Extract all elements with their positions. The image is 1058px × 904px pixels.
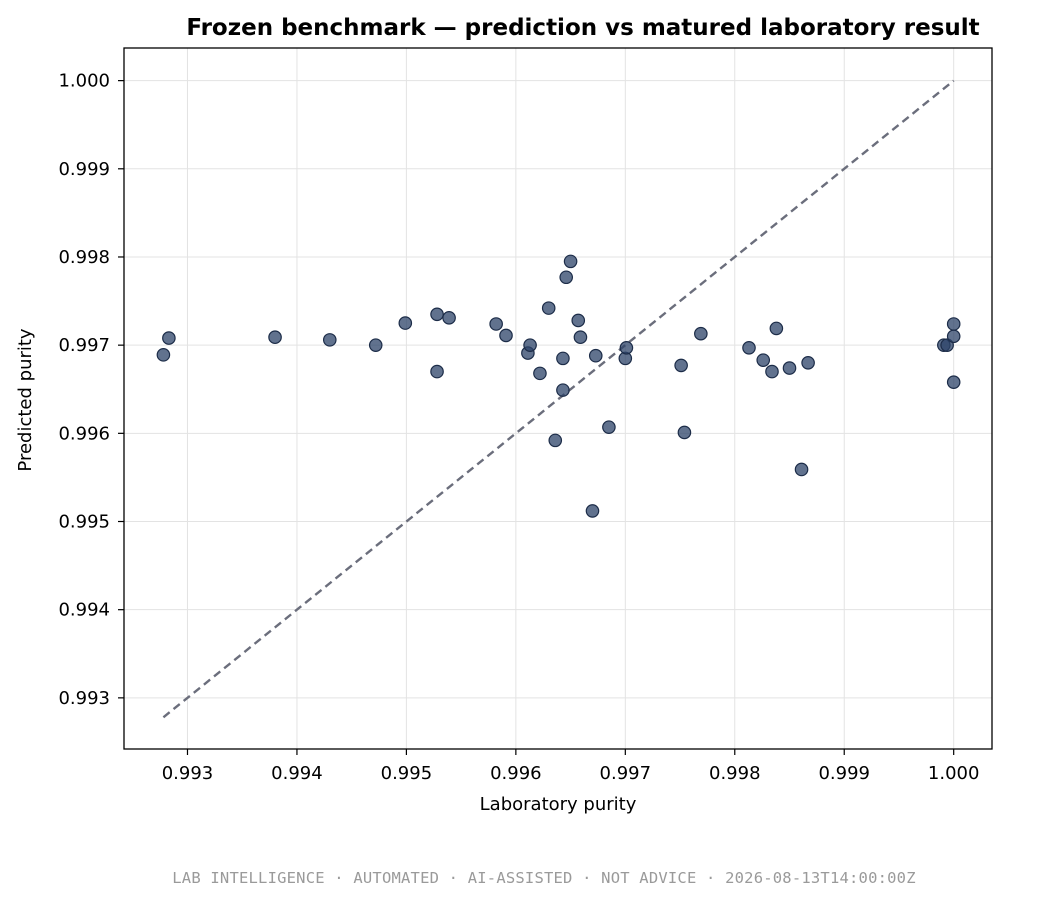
data-point bbox=[742, 340, 756, 355]
grid bbox=[124, 48, 992, 749]
data-point bbox=[563, 254, 578, 269]
data-point bbox=[694, 326, 708, 341]
data-point bbox=[588, 348, 603, 363]
data-point bbox=[794, 462, 809, 477]
y-tick-label: 0.999 bbox=[58, 159, 110, 180]
data-point bbox=[430, 307, 444, 322]
data-point bbox=[156, 348, 171, 362]
data-point bbox=[946, 329, 961, 344]
data-point bbox=[368, 338, 383, 352]
chart-title: Frozen benchmark — prediction vs matured… bbox=[186, 15, 979, 41]
x-tick-label: 0.994 bbox=[271, 763, 323, 784]
y-tick-label: 0.994 bbox=[58, 600, 110, 621]
x-tick-label: 0.995 bbox=[381, 763, 433, 784]
data-point bbox=[556, 351, 570, 366]
footer-disclaimer: LAB INTELLIGENCE · AUTOMATED · AI-ASSIST… bbox=[172, 869, 916, 887]
y-tick-label: 0.996 bbox=[58, 423, 110, 444]
data-point bbox=[571, 313, 586, 328]
data-point bbox=[946, 317, 961, 331]
x-tick-label: 1.000 bbox=[928, 763, 980, 784]
data-point bbox=[489, 317, 503, 331]
data-point bbox=[946, 375, 961, 389]
data-point bbox=[533, 366, 547, 381]
x-tick-label: 0.999 bbox=[818, 763, 870, 784]
data-point bbox=[162, 331, 176, 345]
data-point bbox=[548, 433, 563, 448]
data-point bbox=[442, 311, 456, 325]
x-axis-label: Laboratory purity bbox=[480, 794, 637, 815]
data-point bbox=[322, 333, 337, 347]
y-tick-label: 1.000 bbox=[58, 71, 110, 92]
data-point bbox=[541, 301, 556, 315]
reference-line bbox=[162, 79, 955, 719]
data-point bbox=[268, 330, 282, 345]
data-point bbox=[499, 328, 513, 343]
data-point bbox=[619, 340, 634, 355]
data-point bbox=[585, 504, 600, 518]
data-point bbox=[765, 364, 779, 379]
data-point bbox=[430, 364, 444, 379]
y-tick-label: 0.993 bbox=[58, 688, 110, 709]
y-tick-label: 0.997 bbox=[58, 335, 110, 356]
x-tick-label: 0.998 bbox=[709, 763, 761, 784]
data-point bbox=[573, 330, 588, 345]
y-tick-label: 0.998 bbox=[58, 247, 110, 268]
reference-line-layer bbox=[162, 79, 955, 719]
data-point bbox=[756, 353, 771, 367]
data-point bbox=[677, 425, 692, 440]
data-point bbox=[556, 383, 570, 397]
data-point bbox=[769, 321, 784, 336]
x-tick-label: 0.993 bbox=[162, 763, 214, 784]
x-tick-label: 0.996 bbox=[490, 763, 542, 784]
y-axis-label: Predicted purity bbox=[15, 328, 36, 472]
data-point bbox=[523, 338, 537, 352]
data-point bbox=[398, 316, 413, 330]
y-axis: 0.993 0.994 0.995 0.996 0.997 0.998 0.999 1.000 bbox=[58, 71, 124, 709]
data-point bbox=[782, 361, 797, 375]
data-point bbox=[602, 420, 616, 434]
data-point bbox=[559, 270, 574, 285]
plot-frame bbox=[123, 47, 993, 750]
x-axis: 0.993 0.994 0.995 0.996 0.997 0.998 0.999 1.000 bbox=[162, 749, 980, 784]
points-layer bbox=[156, 254, 961, 518]
data-point bbox=[801, 355, 815, 370]
y-tick-label: 0.995 bbox=[58, 512, 110, 533]
x-tick-label: 0.997 bbox=[600, 763, 652, 784]
data-point bbox=[674, 358, 688, 373]
